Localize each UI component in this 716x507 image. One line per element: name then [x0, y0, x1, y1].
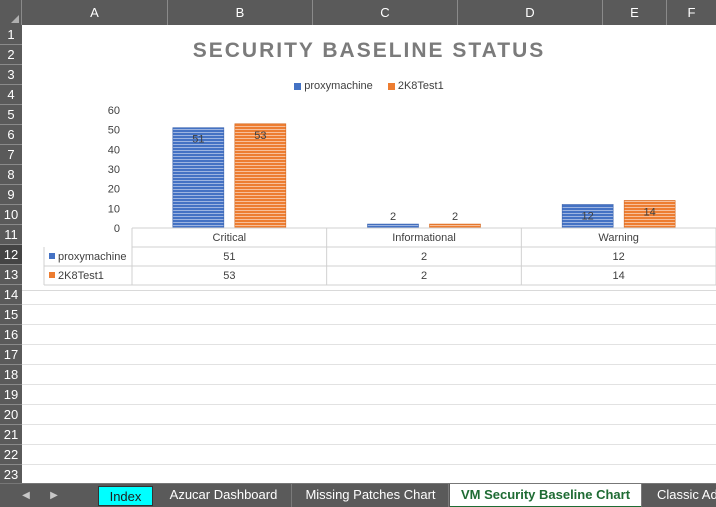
row-header-bar: 1 2 3 4 5 6 7 8 9 10 11 12 13 14 15 16 17 18 19 20 21 22 23 — [0, 25, 22, 485]
row-header-5[interactable]: 5 — [0, 105, 22, 125]
grid-line — [22, 324, 716, 325]
table-cell: 53 — [223, 270, 235, 282]
sheet-tab-bar: ◀ ▶ Index Azucar Dashboard Missing Patch… — [0, 483, 716, 507]
row-header-13[interactable]: 13 — [0, 265, 22, 285]
data-label: 2 — [390, 211, 396, 223]
y-tick-label: 0 — [114, 223, 120, 235]
chart-data-labels: 51 53 2 2 12 14 — [192, 130, 656, 223]
data-label: 12 — [582, 210, 594, 222]
row-header-4[interactable]: 4 — [0, 85, 22, 105]
row-header-16[interactable]: 16 — [0, 325, 22, 345]
row-header-10[interactable]: 10 — [0, 205, 22, 225]
security-baseline-chart[interactable]: SECURITY BASELINE STATUS proxymachine 2K… — [22, 25, 716, 291]
select-all-corner[interactable] — [0, 0, 22, 25]
table-cell: 2 — [421, 251, 427, 263]
column-header-e[interactable]: E — [603, 0, 667, 25]
legend-label-proxymachine: proxymachine — [304, 80, 373, 92]
table-cell: 2 — [421, 270, 427, 282]
row-header-20[interactable]: 20 — [0, 405, 22, 425]
column-header-a[interactable]: A — [22, 0, 168, 25]
tab-scroll-left-icon[interactable]: ◀ — [22, 490, 30, 501]
y-tick-label: 60 — [108, 105, 120, 117]
y-tick-label: 10 — [108, 203, 120, 215]
chart-data-table: Critical Informational Warning proxymachine… — [43, 227, 716, 286]
tab-missing-patches-chart[interactable]: Missing Patches Chart — [293, 484, 449, 507]
chart-bars — [172, 123, 676, 229]
row-header-19[interactable]: 19 — [0, 385, 22, 405]
grid-line — [22, 444, 716, 445]
tab-classic-ad[interactable]: Classic Ad — [657, 487, 716, 502]
row-header-7[interactable]: 7 — [0, 145, 22, 165]
bar-2k8test1-informational[interactable] — [429, 223, 481, 229]
grid-line — [22, 424, 716, 425]
grid-line — [22, 364, 716, 365]
column-header-b[interactable]: B — [168, 0, 313, 25]
chart-plot-area: 0 10 20 30 40 50 60 51 53 2 2 12 14 Critical Informa… — [43, 105, 716, 286]
data-label: 51 — [192, 134, 204, 146]
row-header-23[interactable]: 23 — [0, 465, 22, 485]
row-header-18[interactable]: 18 — [0, 365, 22, 385]
y-tick-label: 50 — [108, 125, 120, 137]
row-header-22[interactable]: 22 — [0, 445, 22, 465]
chart-title: SECURITY BASELINE STATUS — [192, 39, 546, 62]
legend-swatch-2k8test1 — [387, 82, 395, 90]
row-header-9[interactable]: 9 — [0, 185, 22, 205]
table-legend-key-2k8test1 — [49, 272, 55, 278]
row-header-21[interactable]: 21 — [0, 425, 22, 445]
row-header-3[interactable]: 3 — [0, 65, 22, 85]
table-legend-key-proxymachine — [49, 253, 55, 259]
legend-swatch-proxymachine — [294, 82, 302, 90]
data-label: 2 — [452, 211, 458, 223]
data-label: 53 — [254, 130, 266, 142]
grid-line — [22, 304, 716, 305]
row-header-2[interactable]: 2 — [0, 45, 22, 65]
data-label: 14 — [644, 206, 656, 218]
row-header-17[interactable]: 17 — [0, 345, 22, 365]
column-header-c[interactable]: C — [313, 0, 458, 25]
legend-label-2k8test1: 2K8Test1 — [397, 80, 444, 92]
y-axis: 0 10 20 30 40 50 60 — [108, 105, 120, 235]
category-label-critical: Critical — [213, 232, 247, 244]
category-label-informational: Informational — [392, 232, 456, 244]
row-header-15[interactable]: 15 — [0, 305, 22, 325]
tab-azucar-dashboard[interactable]: Azucar Dashboard — [156, 484, 292, 507]
table-series-name-proxymachine: proxymachine — [58, 251, 126, 263]
tab-index[interactable]: Index — [98, 486, 153, 506]
legend-item-2k8test1[interactable]: 2K8Test1 — [387, 80, 444, 92]
column-header-bar: A B C D E F — [0, 0, 716, 25]
grid-line — [22, 404, 716, 405]
row-header-1[interactable]: 1 — [0, 25, 22, 45]
chart-legend[interactable]: proxymachine 2K8Test1 — [22, 80, 716, 93]
row-header-8[interactable]: 8 — [0, 165, 22, 185]
bar-2k8test1-warning[interactable] — [623, 200, 676, 229]
category-label-warning: Warning — [598, 232, 639, 244]
column-header-f[interactable]: F — [687, 5, 696, 20]
tab-scroll-right-icon[interactable]: ▶ — [50, 490, 58, 501]
row-header-14[interactable]: 14 — [0, 285, 22, 305]
table-cell: 12 — [613, 251, 625, 263]
table-series-name-2k8test1: 2K8Test1 — [58, 270, 104, 282]
grid-line — [22, 384, 716, 385]
table-cell: 51 — [223, 251, 235, 263]
legend-item-proxymachine[interactable]: proxymachine — [294, 80, 373, 92]
bar-2k8test1-critical[interactable] — [234, 123, 287, 229]
column-header-d[interactable]: D — [458, 0, 603, 25]
grid-line — [22, 344, 716, 345]
y-tick-label: 20 — [108, 184, 120, 196]
row-header-6[interactable]: 6 — [0, 125, 22, 145]
y-tick-label: 40 — [108, 144, 120, 156]
table-cell: 14 — [613, 270, 625, 282]
bar-proxymachine-informational[interactable] — [367, 223, 419, 229]
grid-line — [22, 464, 716, 465]
tab-vm-security-baseline-chart[interactable]: VM Security Baseline Chart — [450, 484, 642, 507]
row-header-11[interactable]: 11 — [0, 225, 22, 245]
select-all-triangle-icon — [11, 15, 19, 23]
y-tick-label: 30 — [108, 164, 120, 176]
bar-proxymachine-critical[interactable] — [172, 127, 225, 229]
row-header-12[interactable]: 12 — [0, 245, 22, 265]
